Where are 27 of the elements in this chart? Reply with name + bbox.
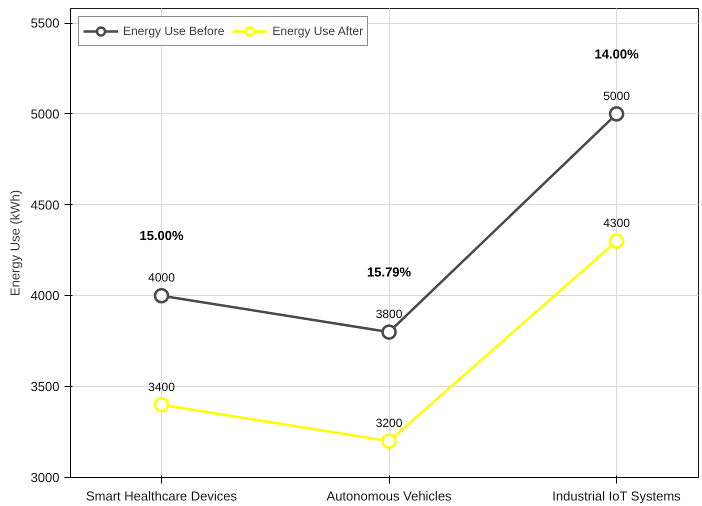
- x-tick-label: Autonomous Vehicles: [326, 488, 452, 504]
- annotation: 14.00%: [594, 46, 640, 62]
- annotation: 15.79%: [367, 264, 412, 280]
- y-tick-label: 4000: [30, 288, 60, 304]
- y-tick-label: 3500: [30, 379, 60, 394]
- point: [381, 324, 397, 340]
- point: [154, 397, 170, 413]
- data-label: 4000: [148, 270, 176, 285]
- data-label: 3200: [376, 416, 403, 430]
- y-tick-label: 5500: [30, 16, 60, 31]
- legend-label: Energy Use Before: [123, 24, 224, 38]
- point: [608, 106, 624, 122]
- y-tick-label: 3000: [30, 470, 60, 485]
- y-tick-label: 5000: [30, 106, 60, 122]
- y-axis-title: Energy Use (kWh): [8, 190, 23, 296]
- data-label: 3800: [376, 307, 403, 322]
- point: [154, 288, 170, 304]
- point: [381, 433, 397, 449]
- point: [608, 233, 624, 249]
- x-tick-label: Industrial IoT Systems: [552, 488, 682, 504]
- annotation: 15.00%: [139, 228, 184, 244]
- data-label: 5000: [603, 88, 630, 103]
- legend-label: Energy Use After: [272, 24, 364, 38]
- data-label: 4300: [603, 216, 630, 230]
- data-label: 3400: [148, 380, 176, 394]
- y-tick-label: 4500: [30, 197, 60, 212]
- x-tick-label: Smart Healthcare Devices: [86, 488, 238, 504]
